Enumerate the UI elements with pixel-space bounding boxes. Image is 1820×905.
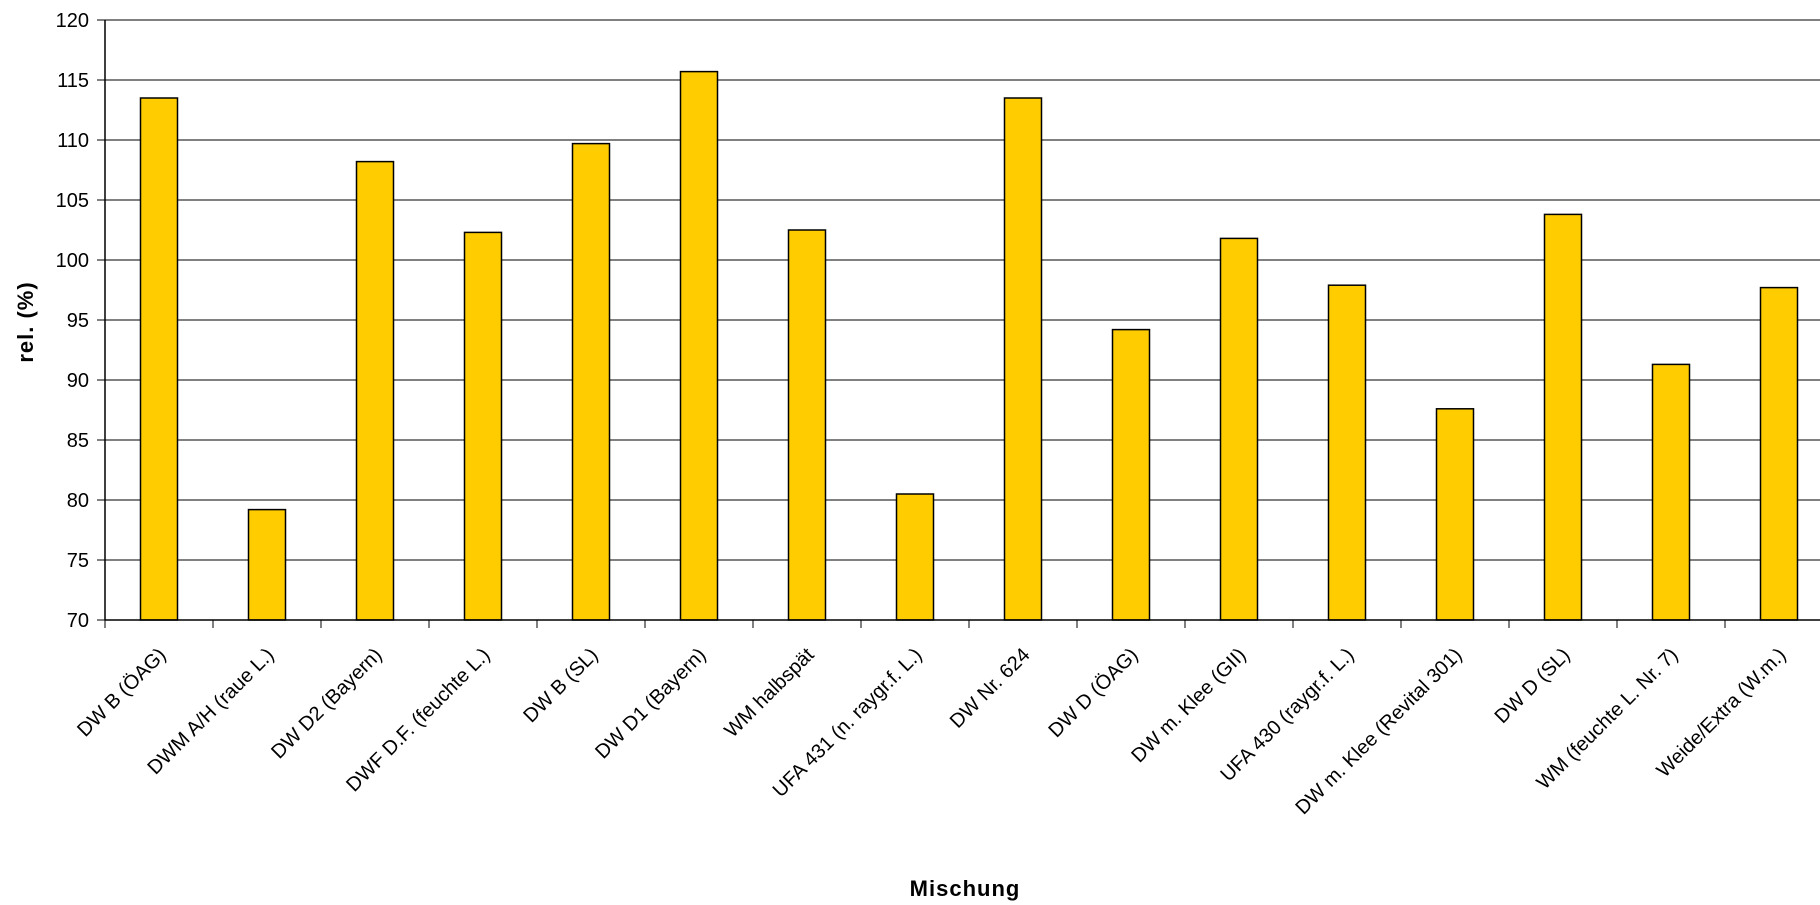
y-tick-label: 110 (57, 130, 89, 152)
x-tick-label: WM halbspät (720, 644, 818, 742)
bar (355, 160, 395, 621)
bar (247, 508, 287, 621)
bar (1543, 213, 1583, 621)
bar (463, 231, 503, 621)
x-tick-label: DW D2 (Bayern) (267, 644, 386, 763)
y-tick-label: 95 (67, 310, 89, 332)
bar (1759, 286, 1799, 621)
bar (895, 493, 935, 621)
x-tick-label: DW D (ÖAG) (1044, 644, 1142, 742)
y-tick-label: 120 (56, 10, 89, 32)
y-tick-label: 80 (67, 490, 89, 512)
y-tick-label: 85 (67, 430, 89, 452)
bar (787, 229, 827, 621)
bar (679, 70, 719, 621)
x-tick-label: DW B (ÖAG) (73, 644, 170, 741)
bar (571, 142, 611, 621)
axes (97, 19, 1820, 628)
y-tick-labels: 70 75 80 85 90 95 100 105 110 115 120 (56, 10, 89, 632)
x-tick-label: DW m. Klee (GII) (1127, 644, 1250, 767)
bars (139, 70, 1799, 621)
x-tick-label: DW D1 (Bayern) (591, 644, 710, 763)
bar (1435, 408, 1475, 621)
bar (1003, 97, 1043, 621)
x-tick-label: DW D (SL) (1491, 644, 1575, 728)
y-tick-label: 100 (56, 250, 89, 272)
bar (1651, 363, 1691, 621)
x-axis-title: Mischung (910, 876, 1021, 901)
x-tick-label: DW Nr. 624 (946, 644, 1035, 733)
x-tick-labels: DW B (ÖAG)DWM A/H (raue L.)DW D2 (Bayern… (73, 644, 1790, 819)
y-tick-label: 105 (56, 190, 89, 212)
y-tick-label: 75 (67, 550, 89, 572)
bar (1327, 284, 1367, 621)
bar (1219, 237, 1259, 621)
y-tick-label: 70 (67, 610, 89, 632)
bar (1111, 328, 1151, 621)
x-tick-label: DW B (SL) (519, 644, 602, 727)
bar (139, 97, 179, 621)
y-tick-label: 115 (57, 70, 89, 92)
y-tick-label: 90 (67, 370, 89, 392)
y-axis-title: rel. (%) (13, 281, 38, 362)
